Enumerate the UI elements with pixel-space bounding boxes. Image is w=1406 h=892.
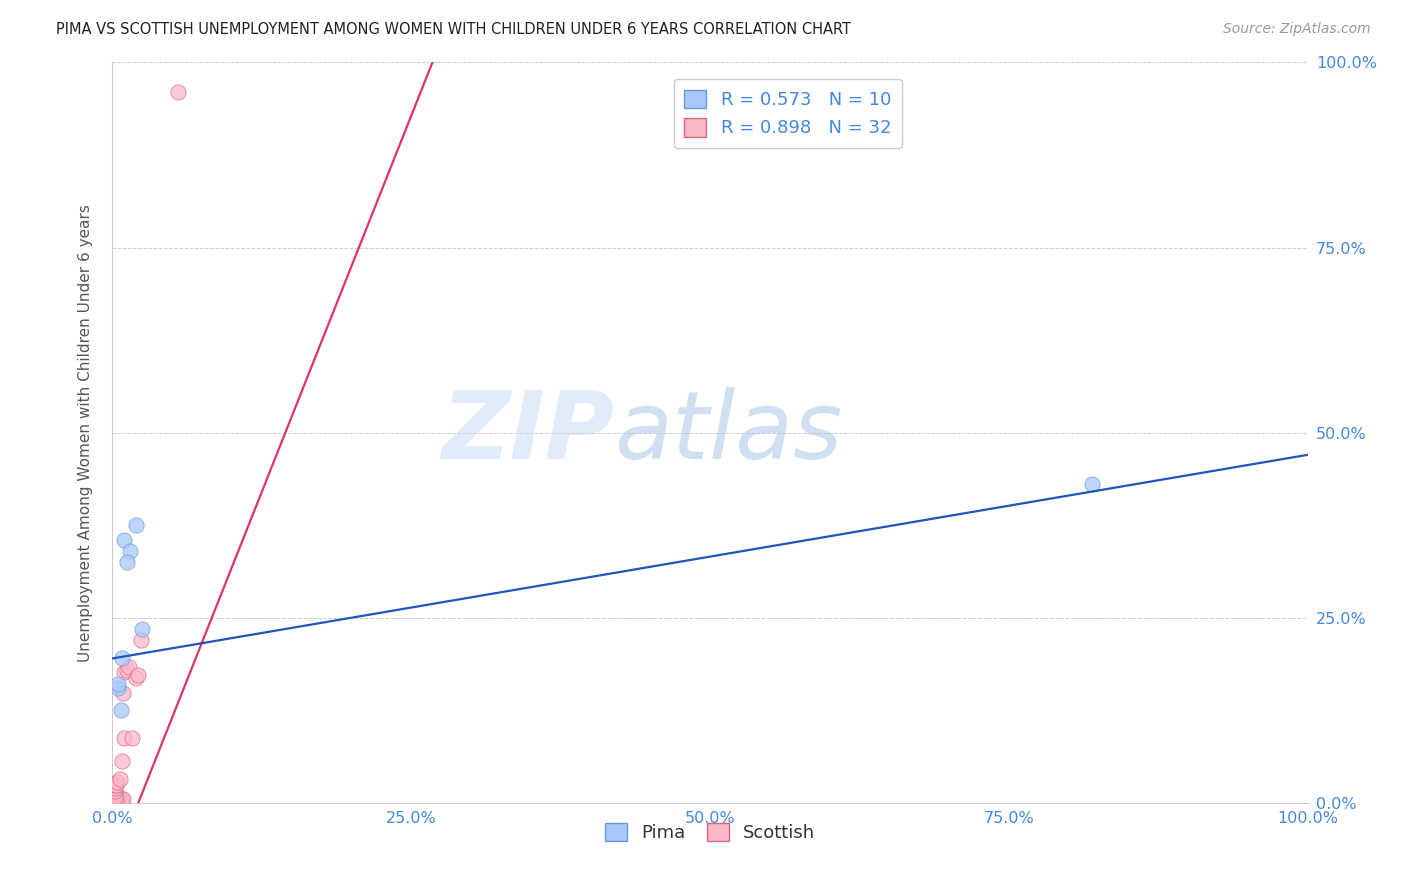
Point: [111, 755, 134, 769]
Point: [104, 780, 127, 795]
Point: [105, 794, 128, 808]
Point: [105, 775, 128, 789]
Point: [118, 659, 141, 673]
Point: [107, 681, 129, 695]
Y-axis label: Unemployment Among Women with Children Under 6 years: Unemployment Among Women with Children U…: [79, 203, 93, 662]
Point: [114, 731, 135, 745]
Text: atlas: atlas: [614, 387, 842, 478]
Point: [107, 793, 129, 807]
Point: [115, 555, 138, 569]
Point: [104, 778, 127, 792]
Legend: Pima, Scottish: Pima, Scottish: [598, 815, 823, 849]
Point: [105, 778, 128, 792]
Text: Source: ZipAtlas.com: Source: ZipAtlas.com: [1223, 22, 1371, 37]
Point: [110, 794, 132, 808]
Point: [115, 663, 138, 677]
Point: [104, 794, 127, 808]
Point: [104, 794, 127, 808]
Point: [131, 622, 153, 636]
Point: [129, 632, 152, 647]
Point: [104, 792, 127, 806]
Point: [105, 789, 128, 804]
Point: [1081, 477, 1104, 491]
Point: [104, 793, 127, 807]
Point: [110, 703, 132, 717]
Point: [125, 672, 148, 686]
Text: PIMA VS SCOTTISH UNEMPLOYMENT AMONG WOMEN WITH CHILDREN UNDER 6 YEARS CORRELATIO: PIMA VS SCOTTISH UNEMPLOYMENT AMONG WOME…: [56, 22, 851, 37]
Point: [167, 85, 190, 99]
Point: [125, 518, 148, 533]
Point: [120, 544, 142, 558]
Point: [112, 686, 135, 700]
Point: [107, 677, 129, 691]
Point: [114, 665, 135, 680]
Point: [111, 792, 134, 806]
Point: [127, 668, 149, 682]
Point: [121, 731, 143, 745]
Point: [111, 651, 134, 665]
Point: [105, 794, 128, 808]
Point: [104, 787, 127, 801]
Point: [114, 533, 135, 547]
Point: [108, 772, 131, 786]
Text: ZIP: ZIP: [441, 386, 614, 479]
Point: [104, 789, 127, 804]
Point: [104, 784, 127, 798]
Point: [105, 794, 128, 808]
Point: [104, 794, 127, 808]
Point: [112, 792, 135, 806]
